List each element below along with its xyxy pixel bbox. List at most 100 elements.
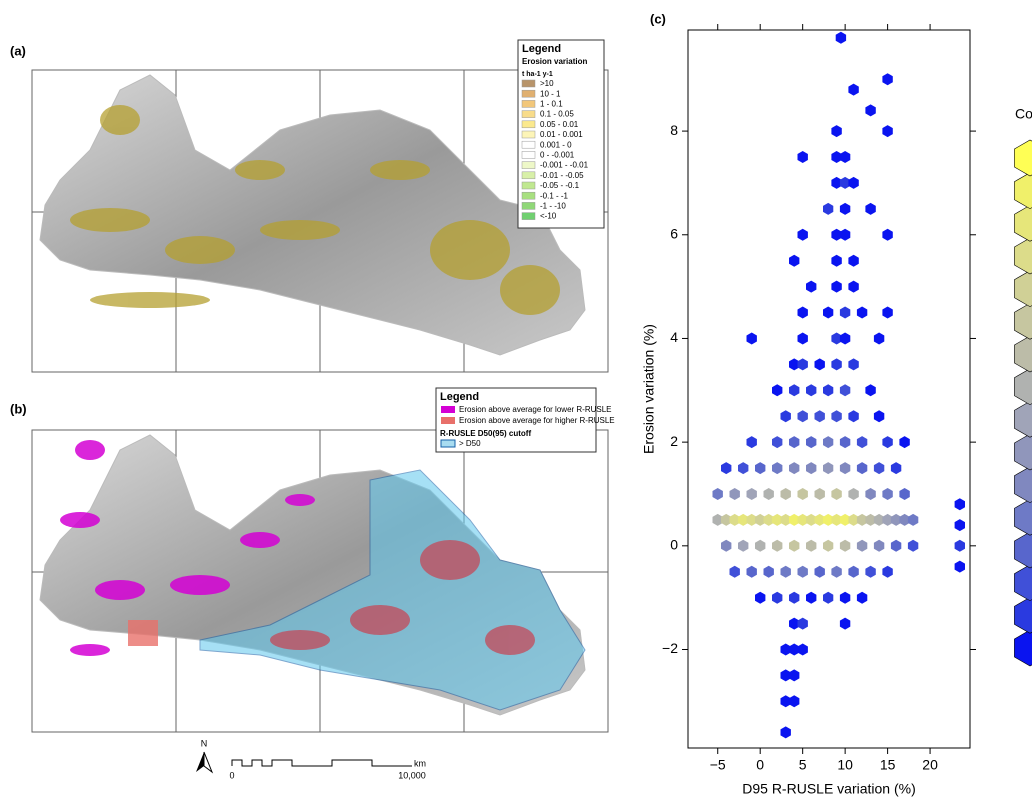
hexbin-cell [729,488,740,500]
legend-label: Erosion above average for higher R-RUSLE [459,416,615,425]
panel-label: (b) [10,401,27,416]
x-tick-label: 5 [799,757,807,773]
y-axis-label: Erosion variation (%) [641,324,657,454]
legend-hex [1014,204,1032,242]
legend-hex [1014,466,1032,504]
legend-title: Legend [522,43,561,55]
hexbin-cell [865,565,876,578]
hexbin-cell [772,513,783,526]
hexbin-cell [789,436,800,449]
hexbin-cell [806,436,817,449]
hexbin-cell [772,462,783,475]
hexbin-cell [839,384,851,397]
hexbin-cell [780,488,791,500]
legend-label: 0.001 - 0 [540,140,572,149]
hexbin-cell [831,358,842,371]
hexbin-cell [772,539,783,552]
x-tick-label: 0 [756,757,764,773]
hexbin-cell [831,176,842,189]
hexbin-cell [831,513,842,526]
hexbin-cell [729,513,740,526]
hexbin-cell [823,513,834,526]
hexbin-cell [882,306,893,319]
legend-hex [1014,335,1032,373]
hexbin-cell [814,410,825,423]
hexbin-cell [780,695,791,708]
scale-bar: N 0 10,000 km [196,738,426,780]
hexbin-cell [848,513,859,526]
legend-label: -0.001 - -0.01 [540,161,589,170]
hexbin-cell [954,539,965,552]
hexbin-cell [738,462,749,475]
legend-b: Legend Erosion above average for lower R… [435,387,615,453]
hexbin-cell [763,513,774,526]
hexbin-cell [831,410,842,423]
hexbin-cell [839,306,851,319]
hexbin-cell [839,202,851,215]
hexbin-cell [856,539,868,552]
legend-label: Erosion above average for lower R-RUSLE [459,405,612,414]
hexbin-cell [882,565,893,578]
hexbin-cell [806,384,817,397]
legend-swatch [521,151,536,159]
hexbin-cell [755,462,766,475]
hexbin-cell [772,436,783,449]
legend-swatch [521,79,536,88]
legend-swatch [521,100,536,108]
hexbin-cell [814,513,825,526]
panel-label: (a) [10,43,26,58]
legend-hex [1014,302,1032,340]
hexbin-cell [831,565,842,578]
legend-swatch [441,406,455,413]
hexbin-cell [823,462,834,475]
hexbin-cell [729,565,740,578]
legend-label: -0.05 - -0.1 [540,181,580,190]
hexbin-cell [806,513,817,526]
hexbin-cell [789,695,800,708]
hexbin-cell [839,462,851,475]
y-tick-label: 6 [670,225,678,241]
legend-subtitle: Erosion variation [522,57,587,66]
hexbin-cell [789,462,800,475]
hexbin-cell [873,410,885,423]
legend-swatch [521,110,536,118]
hexbin-cell [839,151,851,163]
hexbin-cell [721,539,732,552]
hexbin-cell [907,539,919,552]
hexbin-cell [848,254,859,267]
hexbin-cell [763,488,774,500]
hexbin-cell [755,591,766,604]
hexbin-cell [789,513,800,526]
legend-hex [1014,629,1032,667]
hexbin-cell [797,643,808,656]
x-tick-label: −5 [710,757,726,773]
legend-label: -0.01 - -0.05 [540,171,584,180]
hexbin-cell [831,151,842,163]
hexbin-cell [873,332,885,345]
x-tick-label: 10 [837,757,853,773]
hexbin-cell [797,410,808,423]
hexbin-cell [746,513,757,526]
hexbin-cell [865,384,876,397]
hexbin-cell [789,643,800,656]
hexbin-cell [839,332,851,345]
hexbin-cell [890,513,902,526]
legend-label: 10 - 1 [540,89,561,98]
hexbin-cell [721,513,732,526]
scale-label: 10,000 [398,770,426,780]
hexbin-cell [823,591,834,604]
hexbin-cell [899,436,910,449]
x-tick-label: 15 [880,757,896,773]
hexbin-cell [797,358,808,371]
hexbin-cell [789,669,800,682]
legend-subtitle: R-RUSLE D50(95) cutoff [440,429,531,438]
legend-swatch [521,130,536,139]
hexbin-cell [823,202,834,215]
hexbin-cell [797,617,808,630]
legend-swatch [441,417,455,424]
hexbin-cell [848,565,859,578]
map-b [31,429,609,733]
hexbin-cell [789,254,800,267]
scale-label: 0 [229,770,234,780]
